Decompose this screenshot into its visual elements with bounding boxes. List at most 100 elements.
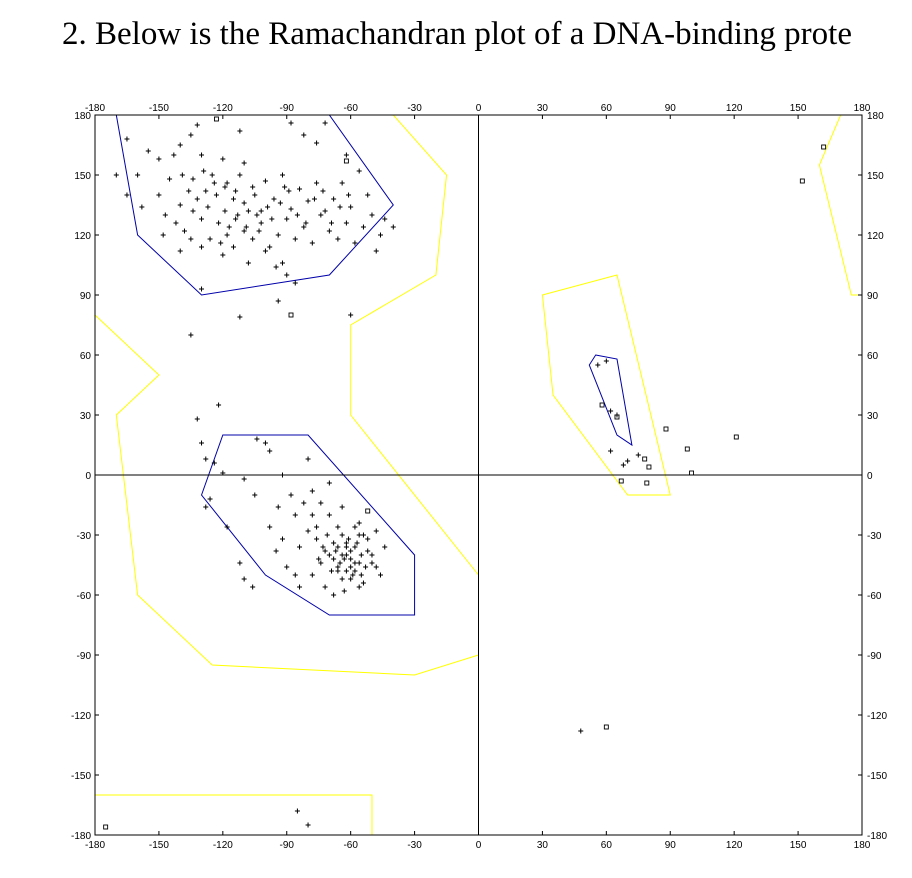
residue-point: [203, 188, 209, 194]
glycine-point: [663, 426, 669, 432]
residue-point: [241, 228, 247, 234]
residue-point: [578, 728, 584, 734]
allowed-region: [94, 114, 479, 676]
x-tick-label-top: 60: [601, 103, 613, 114]
residue-point: [230, 196, 236, 202]
residue-point: [318, 560, 324, 566]
residue-point: [194, 122, 200, 128]
residue-point: [309, 512, 315, 518]
residue-point: [233, 188, 239, 194]
residue-point: [339, 180, 345, 186]
residue-point: [186, 188, 192, 194]
residue-point: [339, 532, 345, 538]
residue-point: [156, 192, 162, 198]
residue-point: [279, 472, 285, 478]
residue-point: [369, 552, 375, 558]
residue-point: [305, 456, 311, 462]
residue-point: [365, 192, 371, 198]
residue-point: [326, 228, 332, 234]
x-tick-label-top: -90: [280, 103, 295, 114]
residue-point: [343, 152, 349, 158]
residue-point: [199, 216, 205, 222]
residue-point: [625, 458, 631, 464]
residue-point: [252, 192, 258, 198]
core-region: [200, 434, 416, 616]
residue-point: [188, 132, 194, 138]
residue-point: [203, 504, 209, 510]
y-tick-label-left: 60: [80, 351, 92, 362]
residue-point: [326, 552, 332, 558]
glycine-point: [343, 158, 349, 164]
allowed-region: [94, 794, 373, 836]
y-tick-label-right: -60: [867, 591, 882, 602]
residue-point: [222, 184, 228, 190]
residue-point: [241, 200, 247, 206]
residue-point: [113, 172, 119, 178]
residue-point: [156, 156, 162, 162]
residue-point: [250, 236, 256, 242]
residue-point: [211, 180, 217, 186]
residue-point: [297, 584, 303, 590]
glycine-point: [733, 434, 739, 440]
residue-point: [335, 544, 341, 550]
x-tick-label-bottom: 120: [726, 840, 743, 851]
residue-point: [241, 476, 247, 482]
residue-point: [216, 220, 222, 226]
residue-point: [301, 224, 307, 230]
x-tick-label-top: -120: [213, 103, 233, 114]
residue-point: [322, 120, 328, 126]
x-tick-label-bottom: -120: [213, 840, 233, 851]
residue-point: [262, 178, 268, 184]
residue-point: [348, 564, 354, 570]
residue-point: [245, 260, 251, 266]
residue-point: [267, 448, 273, 454]
residue-point: [305, 822, 311, 828]
residue-point: [348, 576, 354, 582]
residue-point: [199, 286, 205, 292]
y-tick-label-right: -120: [867, 711, 887, 722]
y-tick-label-right: -150: [867, 771, 887, 782]
residue-point: [258, 220, 264, 226]
residue-point: [335, 524, 341, 530]
residue-point: [326, 512, 332, 518]
y-tick-label-left: 150: [74, 171, 91, 182]
residue-point: [275, 298, 281, 304]
residue-point: [190, 208, 196, 214]
residue-point: [294, 212, 300, 218]
residue-point: [339, 552, 345, 558]
residue-point: [311, 196, 317, 202]
residue-point: [267, 524, 273, 530]
residue-point: [179, 172, 185, 178]
residue-point: [328, 220, 334, 226]
residue-point: [314, 140, 320, 146]
x-tick-label-top: 120: [726, 103, 743, 114]
residue-point: [356, 584, 362, 590]
residue-point: [595, 362, 601, 368]
residue-point: [243, 224, 249, 230]
residue-point: [331, 592, 337, 598]
residue-point: [348, 548, 354, 554]
y-tick-label-left: -30: [77, 531, 92, 542]
residue-point: [279, 260, 285, 266]
x-tick-label-top: 180: [854, 103, 871, 114]
residue-point: [608, 408, 614, 414]
residue-point: [207, 496, 213, 502]
residue-point: [201, 168, 207, 174]
residue-point: [162, 212, 168, 218]
residue-point: [250, 584, 256, 590]
residue-point: [603, 358, 609, 364]
residue-point: [245, 208, 251, 214]
residue-point: [207, 236, 213, 242]
residue-point: [322, 548, 328, 554]
residue-point: [348, 556, 354, 562]
residue-point: [230, 244, 236, 250]
x-tick-label-bottom: -60: [343, 840, 358, 851]
residue-point: [331, 556, 337, 562]
residue-point: [328, 568, 334, 574]
residue-point: [354, 540, 360, 546]
residue-point: [322, 208, 328, 214]
y-tick-label-right: -90: [867, 651, 882, 662]
residue-point: [209, 172, 215, 178]
residue-point: [188, 332, 194, 338]
glycine-point: [365, 508, 371, 514]
